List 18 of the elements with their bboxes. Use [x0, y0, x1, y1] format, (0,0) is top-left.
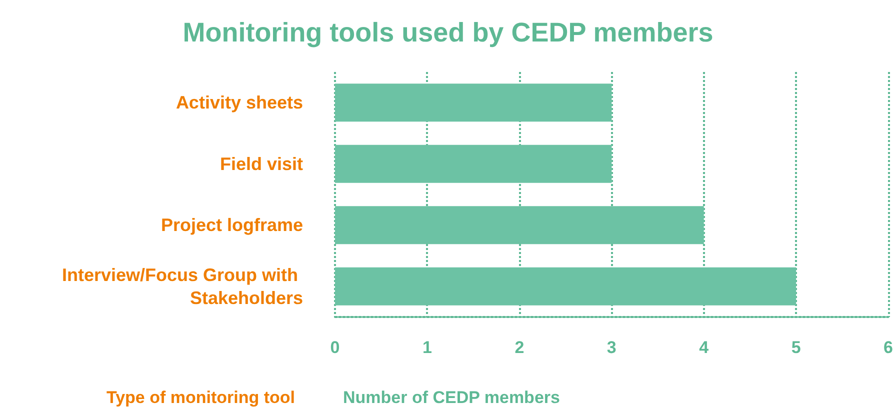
- y-tick-label: Interview/Focus Group with Stakeholders: [62, 264, 303, 308]
- y-tick-label: Field visit: [220, 154, 303, 174]
- chart-title: Monitoring tools used by CEDP members: [182, 18, 714, 48]
- x-tick-label: 2: [514, 338, 524, 357]
- x-tick-label: 6: [884, 338, 894, 357]
- x-tick-label: 3: [606, 338, 616, 357]
- x-axis-title: Number of CEDP members: [343, 388, 560, 407]
- x-tick-label: 5: [791, 338, 801, 357]
- bar: [335, 84, 612, 122]
- x-tick-label: 0: [330, 338, 340, 357]
- y-axis-title: Type of monitoring tool: [106, 388, 296, 407]
- y-tick-label: Activity sheets: [176, 92, 303, 113]
- x-tick-label: 1: [422, 338, 432, 357]
- bar: [335, 144, 612, 183]
- x-tick-label: 4: [699, 338, 710, 357]
- bar: [335, 267, 796, 306]
- y-tick-label: Project logframe: [160, 215, 303, 236]
- bar: [335, 206, 704, 244]
